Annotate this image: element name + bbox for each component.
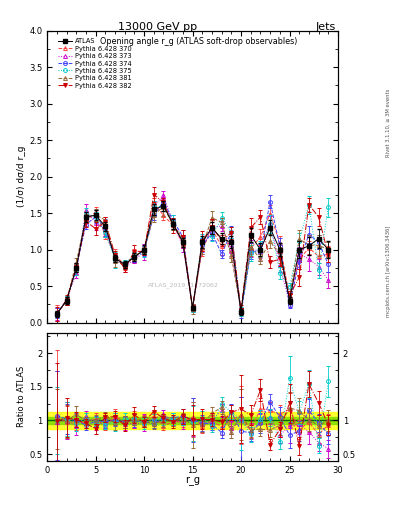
Y-axis label: Ratio to ATLAS: Ratio to ATLAS: [17, 366, 26, 428]
Text: Opening angle r_g (ATLAS soft-drop observables): Opening angle r_g (ATLAS soft-drop obser…: [100, 36, 297, 46]
Y-axis label: (1/σ) dσ/d r_g: (1/σ) dσ/d r_g: [17, 146, 26, 207]
Bar: [47, 417, 338, 424]
Text: Jets: Jets: [316, 22, 336, 32]
Text: mcplots.cern.ch [arXiv:1306.3436]: mcplots.cern.ch [arXiv:1306.3436]: [386, 226, 391, 317]
Text: Rivet 3.1.10, ≥ 3M events: Rivet 3.1.10, ≥ 3M events: [386, 89, 391, 157]
Text: 13000 GeV pp: 13000 GeV pp: [118, 22, 197, 32]
Text: ATLAS_2019_I1772062: ATLAS_2019_I1772062: [149, 282, 219, 288]
X-axis label: r_g: r_g: [185, 476, 200, 486]
Bar: [47, 412, 338, 429]
Legend: ATLAS, Pythia 6.428 370, Pythia 6.428 373, Pythia 6.428 374, Pythia 6.428 375, P: ATLAS, Pythia 6.428 370, Pythia 6.428 37…: [56, 37, 133, 90]
